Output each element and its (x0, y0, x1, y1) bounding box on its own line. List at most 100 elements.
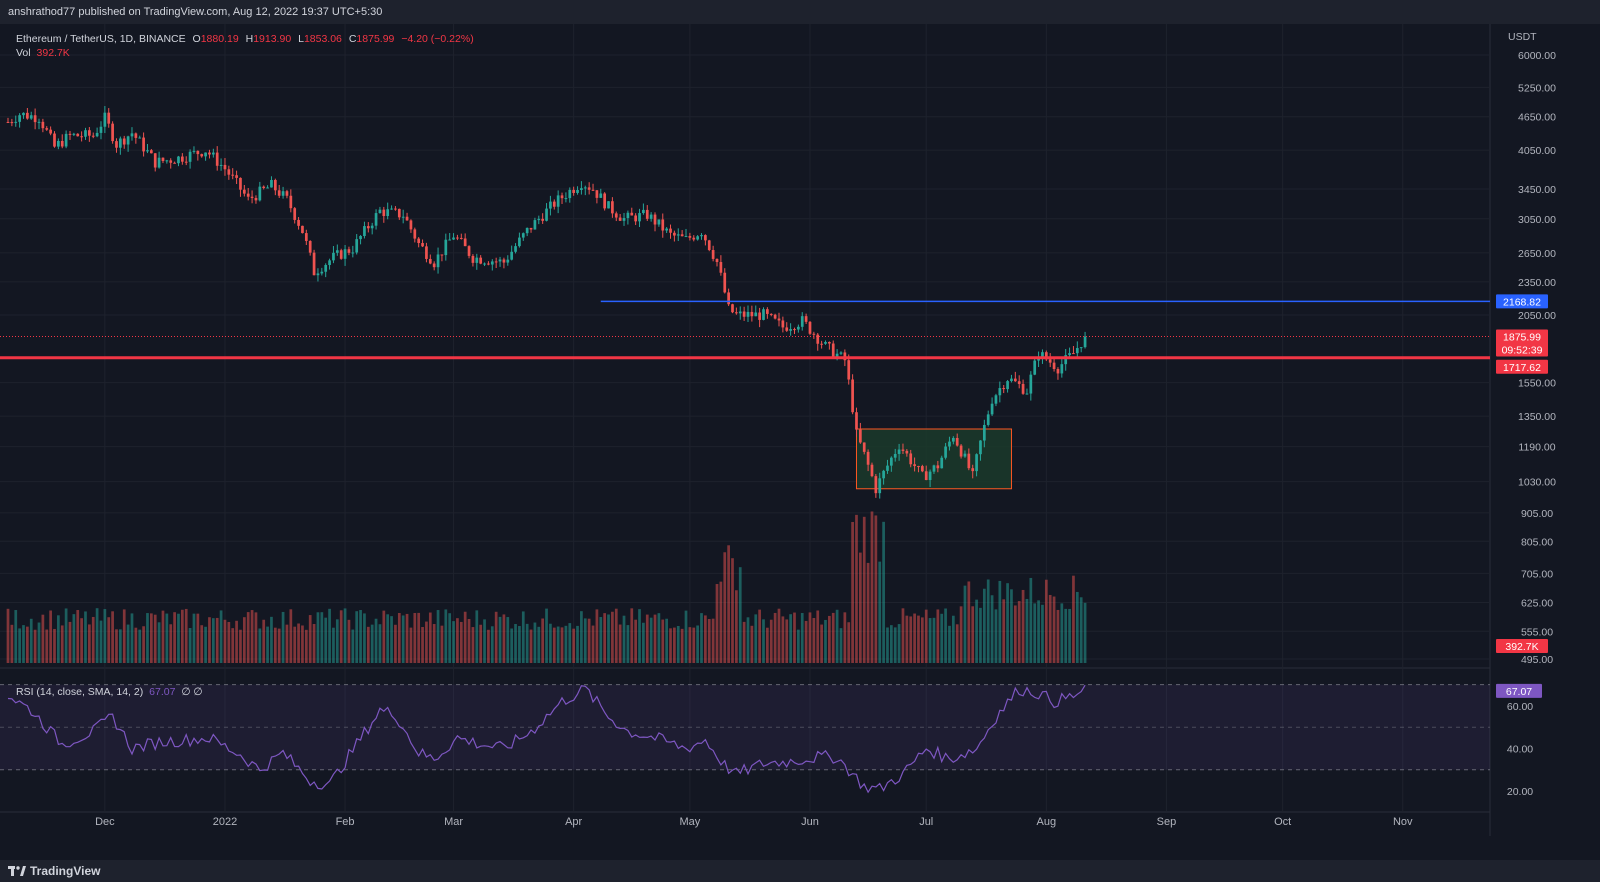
candle-body (580, 188, 583, 190)
volume-bar (33, 629, 37, 663)
candle-body (448, 239, 452, 241)
candle-body (642, 209, 645, 214)
candle-body (359, 236, 362, 240)
candle-body (777, 318, 781, 321)
candle-body (917, 466, 920, 468)
candle-body (184, 161, 188, 163)
candle-body (587, 187, 591, 190)
volume-bar (29, 618, 33, 663)
volume-bar (386, 614, 390, 663)
volume-bar (812, 617, 816, 663)
candle-body (459, 237, 463, 239)
volume-bar (177, 613, 180, 663)
candle-body (417, 238, 421, 244)
candle-body (363, 226, 366, 237)
volume-bar (459, 621, 463, 663)
volume-bar (696, 625, 699, 663)
volume-bar (1013, 605, 1017, 663)
volume-bar (254, 612, 258, 663)
open-value: 1880.19 (200, 33, 239, 45)
candle-body (1025, 393, 1029, 395)
candle-body (1083, 336, 1087, 348)
candle-body (851, 379, 854, 413)
volume-bar (452, 621, 455, 663)
volume-bar (165, 613, 169, 663)
candle-body (45, 128, 49, 130)
volume-bar (630, 608, 634, 663)
y-tick-label: 2050.00 (1518, 310, 1556, 322)
volume-bar (649, 617, 653, 663)
volume-bar (22, 625, 25, 663)
volume-bar (874, 515, 878, 663)
candle-body (304, 233, 308, 241)
volume-bar (122, 609, 126, 663)
volume-bar (676, 625, 680, 663)
volume-bar (324, 617, 328, 663)
candle-body (560, 195, 564, 199)
volume-bar (41, 614, 45, 663)
volume-bar (746, 617, 750, 663)
candle-body (320, 271, 324, 274)
footer-brand: TradingView (30, 864, 101, 878)
candle-body (789, 329, 792, 331)
volume-bar (998, 580, 1002, 663)
volume-bar (304, 629, 308, 663)
candle-body (366, 226, 370, 229)
price-label-last-bg (1496, 329, 1548, 357)
candle-body (990, 403, 994, 415)
candle-body (831, 343, 835, 358)
volume-bar (533, 622, 537, 663)
candle-body (797, 326, 800, 330)
candle-body (26, 112, 29, 119)
price-chart[interactable]: 495.00 555.00 625.00 705.00 805.00 905.00 1030… (0, 24, 1600, 860)
volume-bar (828, 615, 831, 663)
volume-bar (215, 617, 219, 663)
candle-body (29, 115, 33, 119)
volume-bar (843, 612, 847, 663)
candle-body (552, 201, 556, 207)
rsi-legend: RSI (14, close, SMA, 14, 2) 67.07 ∅ ∅ (16, 686, 203, 698)
candle-body (1037, 358, 1040, 361)
volume-bar (436, 610, 440, 663)
volume-bar (223, 619, 227, 663)
volume-bar (510, 628, 514, 663)
candle-body (928, 471, 932, 481)
volume-bar (370, 624, 374, 663)
volume-bar (707, 619, 711, 663)
candle-body (506, 259, 510, 263)
volume-bar (308, 615, 312, 663)
candle-body (335, 250, 339, 253)
volume-bar (855, 514, 858, 663)
rsi-label[interactable]: RSI (14, close, SMA, 14, 2) (16, 686, 144, 698)
volume-bar (967, 581, 971, 663)
candle-body (126, 136, 130, 145)
candle-body (1072, 353, 1075, 355)
volume-bar (866, 562, 870, 663)
volume-bar (700, 613, 703, 663)
candle-body (591, 189, 595, 191)
candle-body (572, 189, 576, 193)
candle-body (909, 453, 913, 465)
candle-body (661, 219, 665, 231)
volume-bar (421, 627, 424, 663)
high-label: H (245, 33, 254, 45)
candle-body (638, 213, 641, 222)
volume-bar (955, 624, 959, 663)
volume-bar (153, 614, 157, 663)
candle-body (889, 457, 893, 466)
volume-bar (514, 624, 517, 663)
volume-bar (196, 613, 200, 663)
candle-body (1044, 352, 1048, 360)
candle-body (316, 273, 320, 276)
volume-bar (138, 629, 142, 663)
volume-bar (273, 627, 277, 663)
volume-bar (1002, 599, 1006, 663)
symbol-label[interactable]: Ethereum / TetherUS, 1D, BINANCE (16, 33, 186, 45)
rsi-last-label: 67.07 (1506, 686, 1532, 698)
volume-bar (878, 561, 882, 663)
y-tick-label: 495.00 (1521, 654, 1553, 666)
volume-bar (1033, 603, 1037, 663)
tradingview-logo[interactable]: TradingView (0, 864, 100, 878)
candle-body (951, 437, 955, 442)
candle-body (893, 453, 897, 458)
